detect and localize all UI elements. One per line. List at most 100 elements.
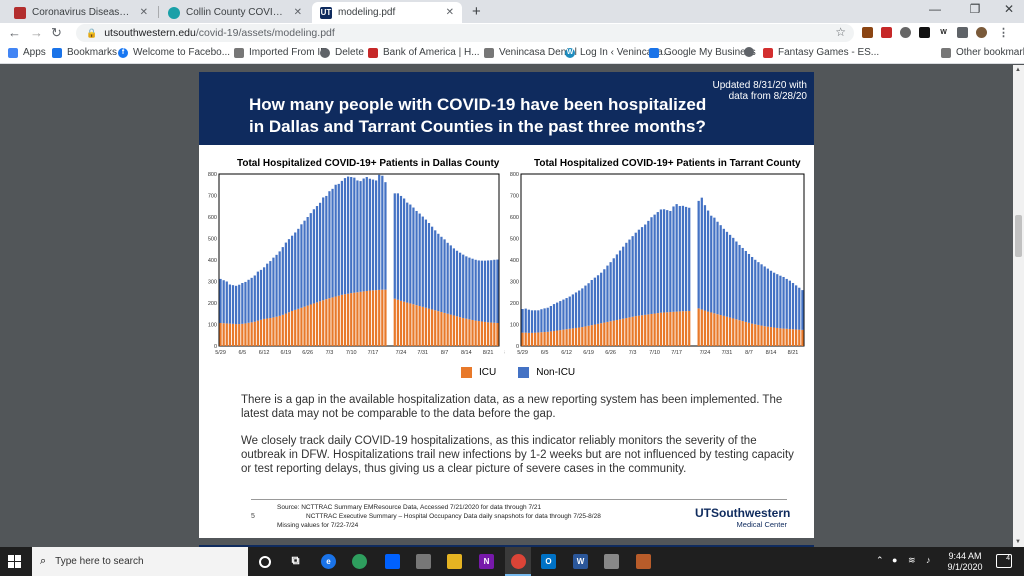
y-tick-label: 700: [208, 194, 217, 200]
tray-chevron-icon[interactable]: ⌃: [876, 555, 884, 565]
extension-icon[interactable]: [919, 27, 930, 38]
bookmark-star-icon[interactable]: ☆: [835, 25, 846, 39]
clock-date: 9/1/2020: [947, 562, 983, 572]
legend-label-non-icu: Non-ICU: [536, 367, 576, 378]
bar-icu: [688, 310, 691, 346]
tab-collin-county[interactable]: Collin County COVID-19 ✕: [160, 2, 310, 23]
dallas-chart-title: Total Hospitalized COVID-19+ Patients in…: [237, 158, 500, 169]
vertical-scrollbar[interactable]: ▲ ▼: [1013, 65, 1024, 547]
bar-icu: [603, 322, 606, 346]
extension-icon[interactable]: [862, 27, 873, 38]
bar-icu: [653, 313, 656, 346]
bar-icu: [543, 332, 546, 346]
bookmark-bookmarks[interactable]: Bookmarks: [52, 47, 117, 58]
forward-button[interactable]: →: [30, 25, 43, 40]
bookmark-globe[interactable]: [744, 47, 759, 57]
bookmark-apps[interactable]: Apps: [8, 47, 46, 58]
bar-non-icu: [415, 210, 418, 306]
bookmark-bank-of-america[interactable]: Bank of America | H...: [368, 47, 480, 58]
folder-icon: [234, 47, 244, 58]
dropbox-icon[interactable]: [385, 554, 400, 569]
close-window-button[interactable]: ✕: [1003, 2, 1015, 16]
app-icon[interactable]: [636, 554, 651, 569]
bar-non-icu: [496, 259, 499, 323]
reload-button[interactable]: ↻: [51, 25, 62, 40]
bar-icu: [290, 310, 294, 346]
extension-icon[interactable]: [900, 27, 911, 38]
bookmark-login-venincasa[interactable]: W Log In ‹ Venincasa...: [565, 47, 671, 58]
scroll-thumb[interactable]: [1015, 215, 1022, 257]
pdf-viewport[interactable]: Updated 8/31/20 with data from 8/28/20 H…: [0, 65, 1013, 547]
x-tick-label: 6/19: [281, 350, 292, 356]
wifi-icon[interactable]: ≋: [908, 555, 916, 565]
windows-start-icon[interactable]: [8, 555, 21, 568]
address-bar[interactable]: 🔒 utsouthwestern.edu /covid-19/assets/mo…: [76, 24, 854, 42]
clock[interactable]: 9:44 AM 9/1/2020: [942, 551, 988, 573]
bookmark-google-my-business[interactable]: Google My Business: [649, 47, 756, 58]
volume-icon[interactable]: ♪: [926, 555, 931, 565]
tab-coronavirus[interactable]: Coronavirus Disease 2019 (COVID ✕: [6, 2, 156, 23]
outlook-icon[interactable]: O: [541, 554, 556, 569]
bar-non-icu: [769, 270, 773, 328]
tab-modeling-pdf[interactable]: UT modeling.pdf ✕: [312, 2, 462, 23]
onenote-icon[interactable]: N: [479, 554, 494, 569]
bar-non-icu: [644, 224, 647, 315]
extension-icon[interactable]: W: [938, 27, 949, 38]
source-line: NCTTRAC Executive Summary – Hospital Occ…: [306, 513, 601, 520]
scroll-up-arrow-icon[interactable]: ▲: [1015, 67, 1021, 73]
word-icon[interactable]: W: [573, 554, 588, 569]
bar-icu: [609, 321, 612, 346]
avatar[interactable]: [976, 27, 987, 38]
close-icon[interactable]: ✕: [445, 7, 454, 18]
app-icon[interactable]: [352, 554, 367, 569]
cortana-icon[interactable]: [259, 556, 271, 568]
app-icon[interactable]: [416, 554, 431, 569]
close-icon[interactable]: ✕: [293, 7, 302, 18]
y-tick-label: 500: [208, 237, 217, 243]
notification-center-icon[interactable]: 4: [996, 554, 1012, 568]
bar-non-icu: [225, 281, 228, 324]
bookmark-label: Bookmarks: [67, 47, 118, 58]
task-view-icon[interactable]: ⧉: [291, 555, 300, 567]
back-button[interactable]: ←: [8, 25, 21, 40]
bookmark-venincasa-dental[interactable]: Venincasa Dental: [484, 47, 577, 58]
menu-kebab-icon[interactable]: ⋮: [998, 27, 1009, 39]
bar-non-icu: [587, 283, 590, 326]
bar-non-icu: [365, 177, 368, 291]
bar-icu: [353, 292, 356, 346]
gmb-icon: [649, 47, 659, 58]
bookmark-fantasy-games[interactable]: Fantasy Games - ES...: [763, 47, 879, 58]
taskbar-search[interactable]: ⌕ Type here to search: [32, 547, 248, 576]
tray-app-icon[interactable]: ●: [892, 555, 898, 565]
bar-icu: [590, 325, 593, 346]
new-tab-button[interactable]: +: [472, 3, 481, 20]
edge-icon[interactable]: e: [321, 554, 336, 569]
minimize-button[interactable]: —: [929, 2, 941, 16]
bar-icu: [650, 313, 653, 346]
app-icon[interactable]: [604, 554, 619, 569]
file-explorer-icon[interactable]: [447, 554, 462, 569]
chrome-icon[interactable]: [511, 554, 526, 569]
bar-non-icu: [678, 206, 681, 312]
bookmark-facebook[interactable]: f Welcome to Facebo...: [118, 47, 230, 58]
bar-icu: [552, 330, 556, 346]
puzzle-icon[interactable]: [957, 27, 968, 38]
scroll-down-arrow-icon[interactable]: ▼: [1015, 539, 1021, 545]
bookmark-imported-ie[interactable]: Imported From IE: [234, 47, 327, 58]
bookmark-delete[interactable]: Delete: [320, 47, 364, 58]
pdf-extension-icon[interactable]: [881, 27, 892, 38]
bar-icu: [340, 294, 344, 346]
bar-icu: [684, 311, 688, 346]
bar-non-icu: [262, 267, 266, 319]
bar-non-icu: [609, 262, 612, 322]
gap-paragraph: There is a gap in the available hospital…: [241, 394, 783, 420]
close-icon[interactable]: ✕: [139, 7, 148, 18]
bookmark-other[interactable]: Other bookmarks: [941, 47, 1024, 58]
bar-icu: [565, 329, 568, 346]
bar-non-icu: [393, 193, 396, 299]
bar-non-icu: [524, 308, 527, 333]
x-tick-label: 5/29: [517, 350, 528, 356]
restore-button[interactable]: ❐: [969, 2, 981, 16]
apps-grid-icon: [8, 47, 18, 58]
lock-icon[interactable]: 🔒: [86, 27, 98, 38]
